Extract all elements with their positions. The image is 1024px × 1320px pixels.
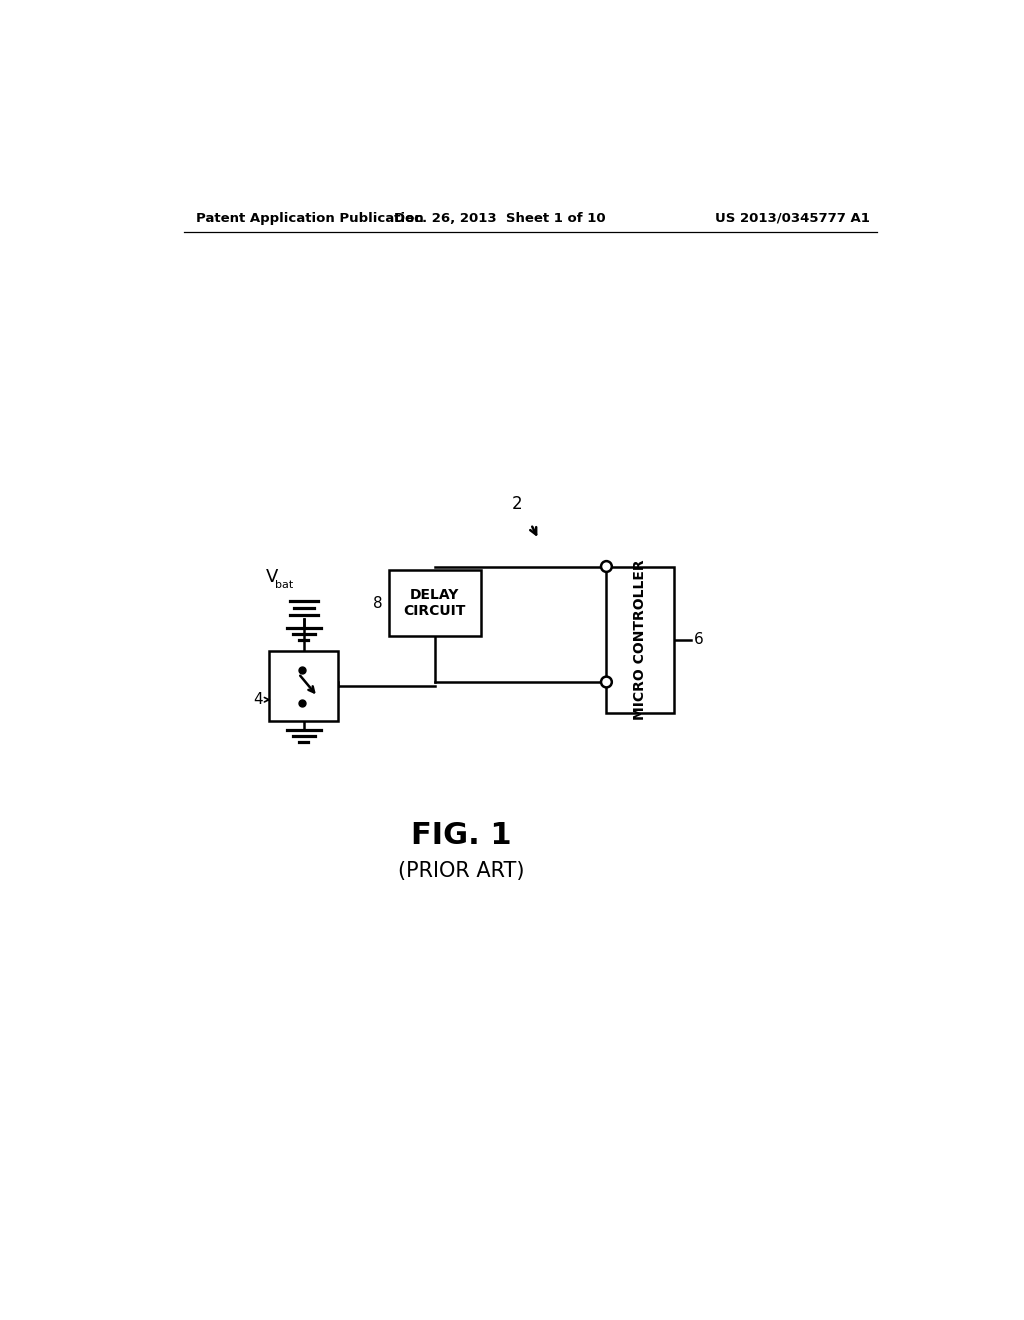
Text: DELAY
CIRCUIT: DELAY CIRCUIT	[403, 587, 466, 618]
Text: 2: 2	[512, 495, 522, 512]
Text: $\mathregular{V}$: $\mathregular{V}$	[265, 568, 280, 586]
Bar	[269, 651, 339, 721]
Bar	[388, 570, 481, 636]
Text: bat: bat	[275, 579, 294, 590]
Text: FIG. 1: FIG. 1	[412, 821, 512, 850]
Circle shape	[601, 561, 611, 572]
Text: 4: 4	[253, 692, 263, 708]
Text: 6: 6	[694, 632, 703, 647]
Bar	[606, 566, 674, 713]
Text: US 2013/0345777 A1: US 2013/0345777 A1	[715, 213, 869, 224]
Circle shape	[601, 677, 611, 688]
Text: Patent Application Publication: Patent Application Publication	[196, 213, 424, 224]
Text: 8: 8	[373, 595, 382, 611]
Text: Dec. 26, 2013  Sheet 1 of 10: Dec. 26, 2013 Sheet 1 of 10	[394, 213, 606, 224]
Text: (PRIOR ART): (PRIOR ART)	[398, 861, 525, 880]
Text: MICRO CONTROLLER: MICRO CONTROLLER	[633, 560, 647, 719]
